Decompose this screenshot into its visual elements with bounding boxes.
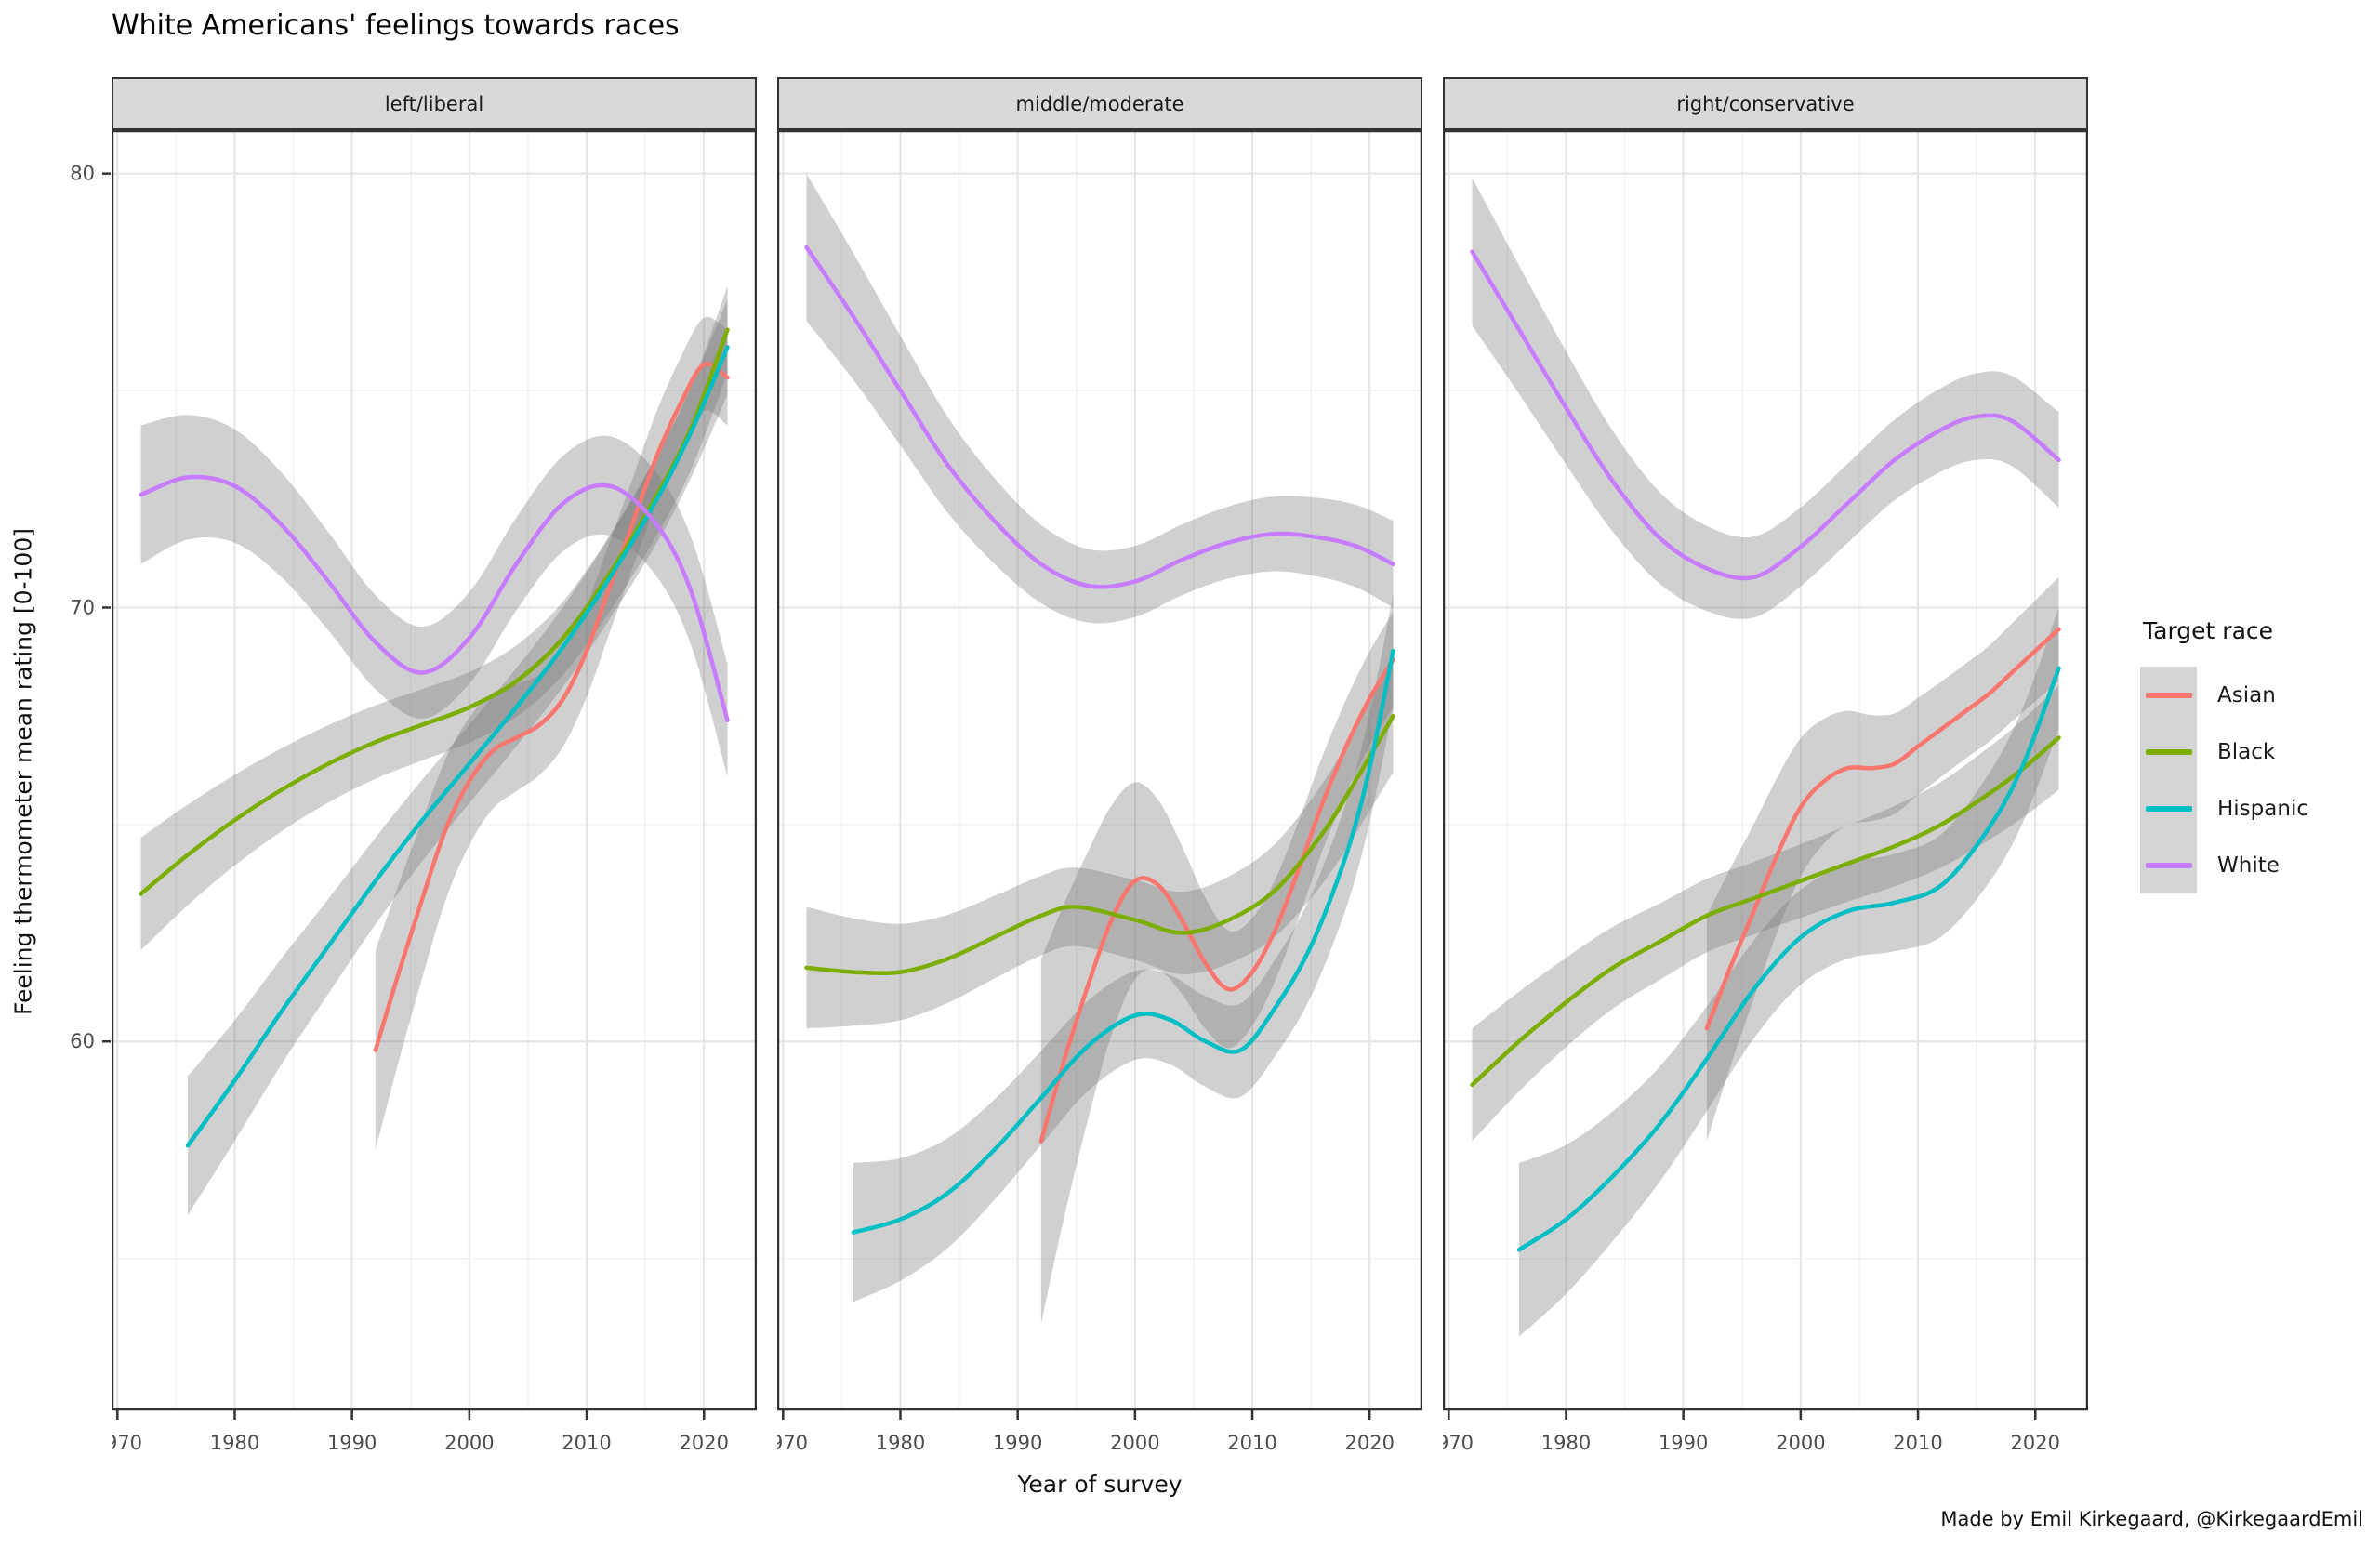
svg-text:1980: 1980 [1541,1432,1591,1454]
white-line-swatch-icon [2145,862,2192,868]
legend-entry-black: Black [2140,723,2308,780]
legend-entry-white: White [2140,837,2308,893]
svg-text:1990: 1990 [327,1432,377,1454]
svg-text:1970: 1970 [112,1432,142,1454]
black-line-swatch-icon [2145,748,2192,755]
legend-label: White [2217,853,2280,878]
svg-text:2020: 2020 [2010,1432,2059,1454]
facet-panel-right-conservative: 1970 1980 1990 2000 2010 2020 [1443,130,2088,1454]
legend-label: Black [2217,739,2276,764]
svg-text:2010: 2010 [1227,1432,1276,1454]
asian-line-swatch-icon [2145,692,2192,698]
y-axis-title: Feeling thermometer mean rating [0-100] [9,528,37,1015]
legend-key [2140,780,2197,837]
svg-text:60: 60 [70,1030,95,1052]
svg-text:2000: 2000 [1776,1432,1825,1454]
facet-panel-left-liberal: 1970 1980 1990 2000 2010 2020 [112,130,757,1454]
svg-text:2020: 2020 [1344,1432,1394,1454]
svg-text:2010: 2010 [562,1432,611,1454]
svg-text:1970: 1970 [1443,1432,1474,1454]
svg-text:2000: 2000 [444,1432,494,1454]
svg-text:2000: 2000 [1110,1432,1159,1454]
hispanic-line-swatch-icon [2145,805,2192,812]
legend-title: Target race [2143,617,2274,644]
facet-strip-label: middle/moderate [1015,92,1184,115]
svg-text:1990: 1990 [1659,1432,1708,1454]
svg-text:2020: 2020 [679,1432,728,1454]
svg-text:80: 80 [70,163,95,185]
legend-label: Hispanic [2217,796,2308,821]
caption: Made by Emil Kirkegaard, @KirkegaardEmil [1940,1508,2363,1530]
facet-strip-label: left/liberal [384,92,484,115]
legend: Target race Asian Black Hispanic White [2140,617,2308,893]
chart-title: White Americans' feelings towards races [112,9,680,42]
svg-text:1990: 1990 [993,1432,1042,1454]
legend-key [2140,667,2197,723]
facet-strip-label: right/conservative [1676,92,1855,115]
svg-text:1980: 1980 [876,1432,925,1454]
legend-key [2140,723,2197,780]
svg-text:1980: 1980 [210,1432,259,1454]
svg-text:1970: 1970 [777,1432,808,1454]
legend-entry-asian: Asian [2140,667,2308,723]
legend-label: Asian [2217,682,2276,707]
legend-key [2140,837,2197,893]
svg-text:70: 70 [70,596,95,618]
legend-entry-hispanic: Hispanic [2140,780,2308,837]
facet-strip-left-liberal: left/liberal [112,77,757,130]
y-axis: 60 70 80 [70,163,111,1052]
facet-strip-middle-moderate: middle/moderate [777,77,1422,130]
svg-text:2010: 2010 [1893,1432,1942,1454]
facet-panel-middle-moderate: 1970 1980 1990 2000 2010 2020 [777,130,1422,1454]
x-axis-title: Year of survey [1017,1471,1183,1498]
facet-strip-right-conservative: right/conservative [1443,77,2088,130]
